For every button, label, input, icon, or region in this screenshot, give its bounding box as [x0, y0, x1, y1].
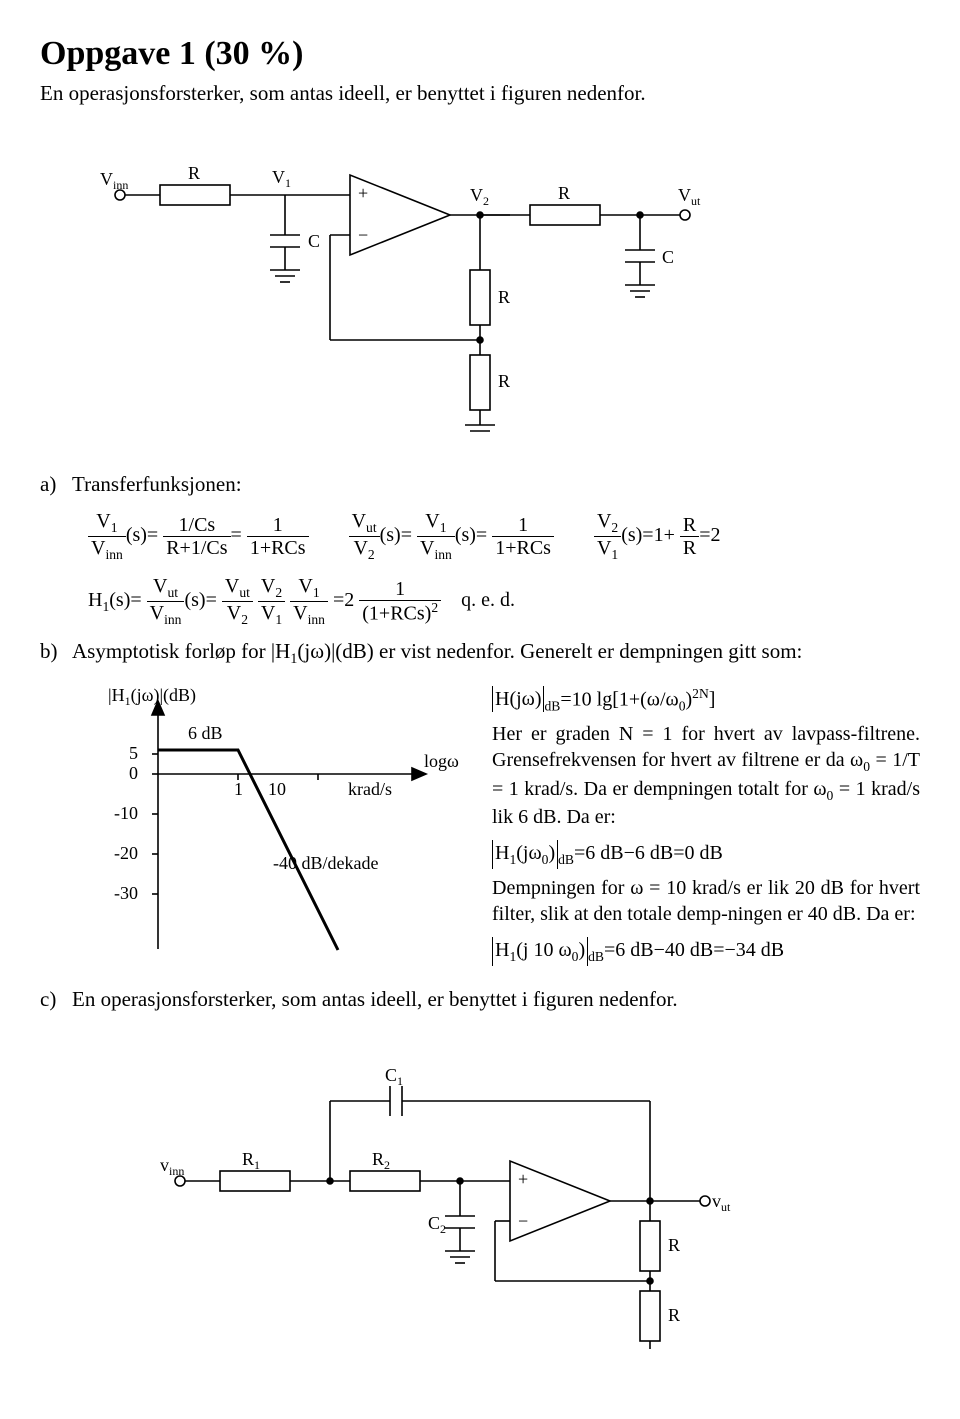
circuit1-svg: Vinn R V1 C + − V2 R Vut C R R — [100, 135, 780, 435]
circuit-diagram-2: vinn R1 R2 C1 C2 + − vut R R — [160, 1041, 920, 1358]
label-r1: R1 — [242, 1149, 260, 1172]
ytick-m30: -30 — [114, 883, 138, 903]
eq4: H1(s)= VutVinn(s)= VutV2 V2V1 V1Vinn =2 … — [88, 575, 920, 628]
circuit-diagram-1: Vinn R V1 C + − V2 R Vut C R R — [100, 135, 920, 442]
eq-w0: H1(jω0)dB=6 dB−6 dB=0 dB — [492, 840, 920, 869]
eq3: V2V1(s)=1+ RR=2 — [594, 510, 721, 563]
section-a-label: a) — [40, 471, 72, 498]
label-v2: V2 — [470, 185, 489, 208]
ytick-m20: -20 — [114, 843, 138, 863]
section-c-label: c) — [40, 986, 72, 1013]
section-a-heading: Transferfunksjonen: — [72, 471, 920, 498]
section-b-text: H(jω)dB=10 lg[1+(ω/ω0)2N] Her er graden … — [492, 679, 920, 976]
ytick-0: 0 — [129, 763, 138, 783]
label-vinn2: vinn — [160, 1155, 184, 1178]
eq-general: H(jω)dB=10 lg[1+(ω/ω0)2N] — [492, 685, 920, 715]
xaxis-label: logω — [424, 751, 459, 771]
xunit: krad/s — [348, 779, 392, 799]
eq1: V1Vinn(s)= 1/CsR+1/Cs= 11+RCs — [88, 510, 309, 563]
intro-text: En operasjonsforsterker, som antas ideel… — [40, 80, 920, 107]
eq-10w0: H1(j 10 ω0)dB=6 dB−40 dB=−34 dB — [492, 937, 920, 966]
equation-row-1: V1Vinn(s)= 1/CsR+1/Cs= 11+RCs VutV2(s)= … — [88, 510, 920, 563]
label-r-fb1: R — [498, 287, 510, 307]
label-c-right: C — [662, 247, 674, 267]
label-r-top: R — [558, 183, 570, 203]
label-r-fb2a: R — [668, 1235, 680, 1255]
para2: Dempningen for ω = 10 krad/s er lik 20 d… — [492, 875, 920, 927]
qed: q. e. d. — [461, 589, 515, 611]
page-title: Oppgave 1 (30 %) — [40, 32, 920, 76]
section-b-body: |H1(jω)|(dB) 5 0 -10 -20 -30 6 dB 1 10 k… — [88, 679, 920, 976]
label-c2: C2 — [428, 1213, 446, 1236]
bode-ylabel: |H1(jω)|(dB) — [108, 685, 196, 708]
bode-svg: |H1(jω)|(dB) 5 0 -10 -20 -30 6 dB 1 10 k… — [88, 679, 468, 969]
section-a: a) Transferfunksjonen: — [40, 471, 920, 498]
label-vinn: Vinn — [100, 169, 128, 192]
label-c-left: C — [308, 231, 320, 251]
opamp2-minus: − — [518, 1211, 528, 1231]
eq2: VutV2(s)= V1Vinn(s)= 11+RCs — [349, 510, 554, 563]
opamp2-plus: + — [518, 1169, 528, 1189]
bode-plot: |H1(jω)|(dB) 5 0 -10 -20 -30 6 dB 1 10 k… — [88, 679, 468, 976]
ytick-m10: -10 — [114, 803, 138, 823]
opamp-plus: + — [358, 183, 368, 203]
circuit2-svg: vinn R1 R2 C1 C2 + − vut R R — [160, 1041, 780, 1351]
ytick-5: 5 — [129, 743, 138, 763]
section-b-label: b) — [40, 638, 72, 665]
annot-6db: 6 dB — [188, 723, 223, 743]
label-r-fb2b: R — [668, 1305, 680, 1325]
label-c1: C1 — [385, 1065, 403, 1088]
label-v1: V1 — [272, 167, 291, 190]
xtick-10: 10 — [268, 779, 286, 799]
slope-label: -40 dB/dekade — [273, 853, 378, 873]
section-c-text: En operasjonsforsterker, som antas ideel… — [72, 986, 920, 1013]
label-r-fb2: R — [498, 371, 510, 391]
xtick-1: 1 — [234, 779, 243, 799]
label-r2: R2 — [372, 1149, 390, 1172]
label-vut: Vut — [678, 185, 701, 208]
opamp-minus: − — [358, 225, 368, 245]
label-vut2: vut — [712, 1191, 731, 1214]
section-b-lead: Asymptotisk forløp for |H1(jω)|(dB) er v… — [72, 638, 920, 669]
para1: Her er graden N = 1 for hvert av lavpass… — [492, 721, 920, 830]
section-b: b) Asymptotisk forløp for |H1(jω)|(dB) e… — [40, 638, 920, 669]
label-r-left: R — [188, 163, 200, 183]
section-c: c) En operasjonsforsterker, som antas id… — [40, 986, 920, 1013]
